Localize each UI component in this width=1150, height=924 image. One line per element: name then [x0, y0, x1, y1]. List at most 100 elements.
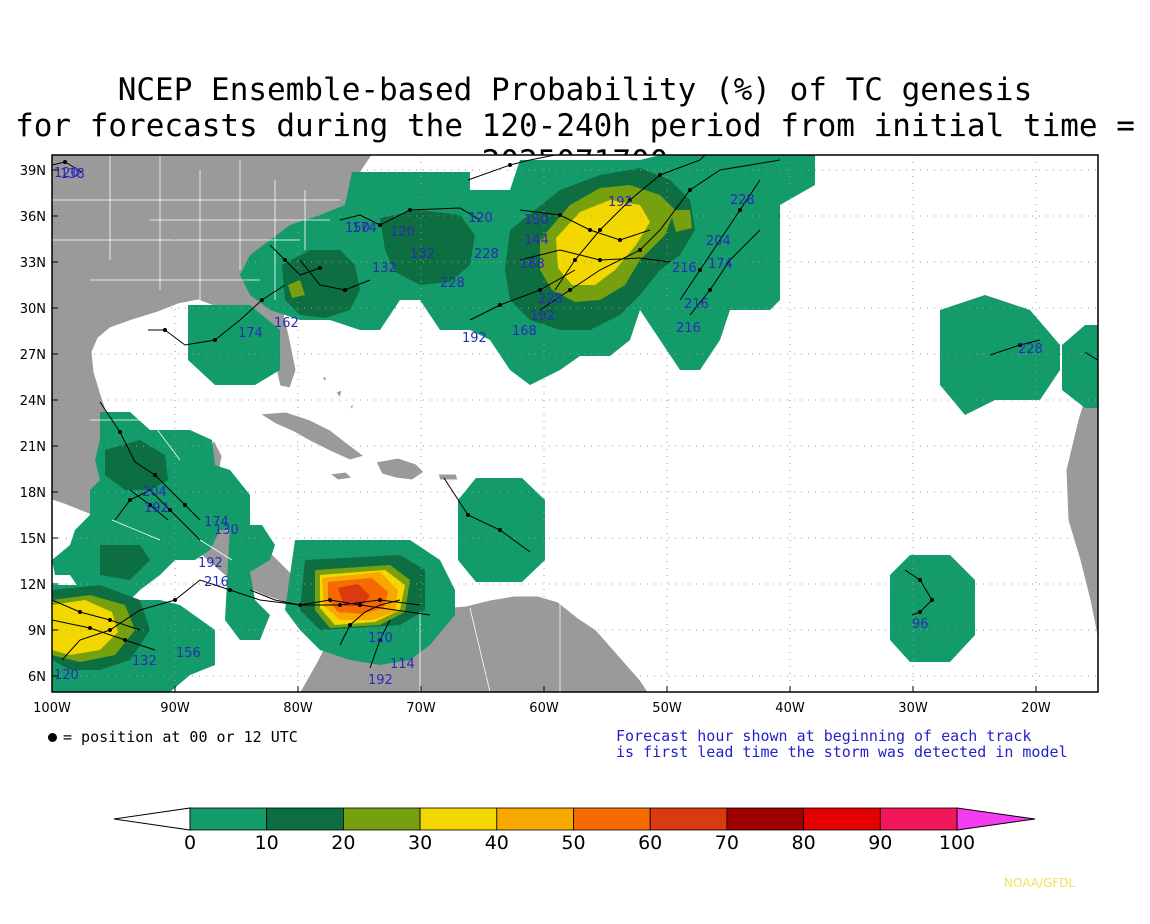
lat-label: 18N: [20, 486, 46, 501]
colorbar-tick-label: 30: [408, 832, 433, 854]
colorbar-bin: [189, 807, 268, 831]
colorbar-tick-label: 50: [561, 832, 586, 854]
colorbar-tick-label: 10: [254, 832, 279, 854]
hour-label: 168: [512, 324, 537, 339]
hour-label: 174: [238, 326, 263, 341]
legend-dot-key: = position at 00 or 12 UTC: [48, 728, 298, 746]
colorbar-bin: [649, 807, 728, 831]
hour-label: 132: [132, 654, 157, 669]
hour-label: 228: [440, 276, 465, 291]
hour-label: 168: [520, 257, 545, 272]
forecast-hour-note: Forecast hour shown at beginning of each…: [616, 728, 1068, 760]
colorbar-bin: [342, 807, 421, 831]
colorbar-tick-label: 40: [484, 832, 509, 854]
hour-label: 150: [524, 213, 549, 228]
lat-label: 9N: [28, 624, 46, 639]
lat-label: 12N: [20, 578, 46, 593]
lon-label: 90W: [160, 701, 190, 716]
lat-label: 39N: [20, 164, 46, 179]
hour-label: 162: [274, 316, 299, 331]
colorbar-tick-label: 100: [938, 832, 976, 854]
note-line-2: is first lead time the storm was detecte…: [616, 743, 1068, 761]
map-title-line-1: NCEP Ensemble-based Probability (%) of T…: [117, 72, 1033, 108]
lon-label: 100W: [33, 701, 71, 716]
hour-label: 120: [54, 668, 79, 683]
hour-label: 130: [214, 523, 239, 538]
lon-label: 60W: [529, 701, 559, 716]
colorbar-tick-label: 70: [714, 832, 739, 854]
hour-label: 174: [708, 257, 733, 272]
latitude-labels: 39N 36N 33N 30N 27N 24N 21N 18N 15N 12N 9N 6N: [20, 164, 58, 685]
colorbar-tick-label: 0: [183, 832, 197, 854]
colorbar-under-triangle: [113, 807, 191, 831]
hour-label: 120: [468, 211, 493, 226]
colorbar-tick-label: 20: [331, 832, 356, 854]
hour-label: 192: [144, 501, 169, 516]
lat-label: 24N: [20, 394, 46, 409]
colorbar-bin: [803, 807, 881, 831]
hour-label: 192: [368, 673, 393, 688]
hour-label: 120: [54, 166, 79, 181]
hour-label: 192: [198, 556, 223, 571]
lon-label: 20W: [1021, 701, 1051, 716]
colorbar-bin: [726, 807, 805, 831]
colorbar-tick-label: 80: [791, 832, 816, 854]
lat-label: 30N: [20, 302, 46, 317]
hour-label: 228: [1018, 342, 1043, 357]
hour-label: 174: [352, 221, 377, 236]
map-title-line-2: for forecasts during the 120-240h period…: [15, 108, 1135, 180]
lat-label: 15N: [20, 532, 46, 547]
hour-label: 204: [706, 234, 731, 249]
colorbar-tick-label: 60: [638, 832, 663, 854]
political-boundaries: [52, 155, 561, 692]
colorbar-over-triangle: [956, 807, 1036, 831]
hour-label: 144: [524, 233, 549, 248]
hour-label: 120: [390, 225, 415, 240]
track-position-dots: [63, 160, 1022, 642]
hour-label: 192: [608, 195, 633, 210]
forecast-hour-labels: 120 138 150 174 120 132 120 132 228 150 …: [54, 166, 1043, 688]
lon-label: 40W: [775, 701, 805, 716]
hour-label: 204: [142, 485, 167, 500]
hour-label: 216: [204, 575, 229, 590]
hour-label: 132: [372, 261, 397, 276]
hour-label: 216: [684, 297, 709, 312]
lon-label: 30W: [898, 701, 928, 716]
hour-label: 192: [530, 309, 555, 324]
lat-label: 27N: [20, 348, 46, 363]
colorbar-bin: [419, 807, 498, 831]
lon-label: 80W: [283, 701, 313, 716]
hour-label: 216: [676, 321, 701, 336]
lat-label: 21N: [20, 440, 46, 455]
lon-label: 70W: [406, 701, 436, 716]
credit-text: NOAA/GFDL: [1004, 876, 1076, 890]
colorbar-bin: [266, 807, 344, 831]
hour-label: 192: [462, 331, 487, 346]
position-dot-icon: [48, 733, 57, 742]
hour-label: 216: [672, 261, 697, 276]
hour-label: 120: [368, 631, 393, 646]
hour-label: 132: [410, 247, 435, 262]
hour-label: 228: [474, 247, 499, 262]
hour-label: 228: [538, 292, 563, 307]
colorbar-bin: [573, 807, 651, 831]
hour-label: 138: [60, 167, 85, 182]
plot-frame: [51, 154, 1099, 693]
hour-label: 156: [176, 646, 201, 661]
hour-label: 150: [345, 221, 370, 236]
lat-label: 33N: [20, 256, 46, 271]
hour-label: 174: [204, 515, 229, 530]
legend-dot-text: = position at 00 or 12 UTC: [63, 728, 298, 746]
longitude-labels: 100W 90W 80W 70W 60W 50W 40W 30W 20W: [33, 686, 1051, 716]
lon-label: 50W: [652, 701, 682, 716]
probability-shading: [52, 155, 1098, 692]
hour-label: 114: [390, 657, 415, 672]
colorbar-bin: [879, 807, 958, 831]
lat-label: 6N: [28, 670, 46, 685]
colorbar: [113, 807, 1036, 831]
note-line-1: Forecast hour shown at beginning of each…: [616, 727, 1032, 745]
hour-label: 96: [912, 617, 929, 632]
hour-label: 228: [730, 193, 755, 208]
colorbar-bin: [496, 807, 574, 831]
